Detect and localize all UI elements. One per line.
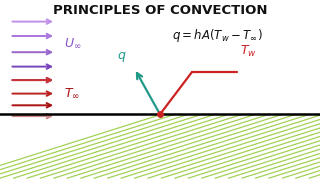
- Text: $U_\infty$: $U_\infty$: [64, 37, 82, 50]
- Text: $T_\infty$: $T_\infty$: [64, 87, 80, 100]
- Text: $q$: $q$: [117, 50, 126, 64]
- Text: $q = hA(T_w - T_\infty)$: $q = hA(T_w - T_\infty)$: [172, 28, 263, 44]
- Text: $T_w$: $T_w$: [240, 44, 257, 59]
- Text: PRINCIPLES OF CONVECTION: PRINCIPLES OF CONVECTION: [53, 4, 267, 17]
